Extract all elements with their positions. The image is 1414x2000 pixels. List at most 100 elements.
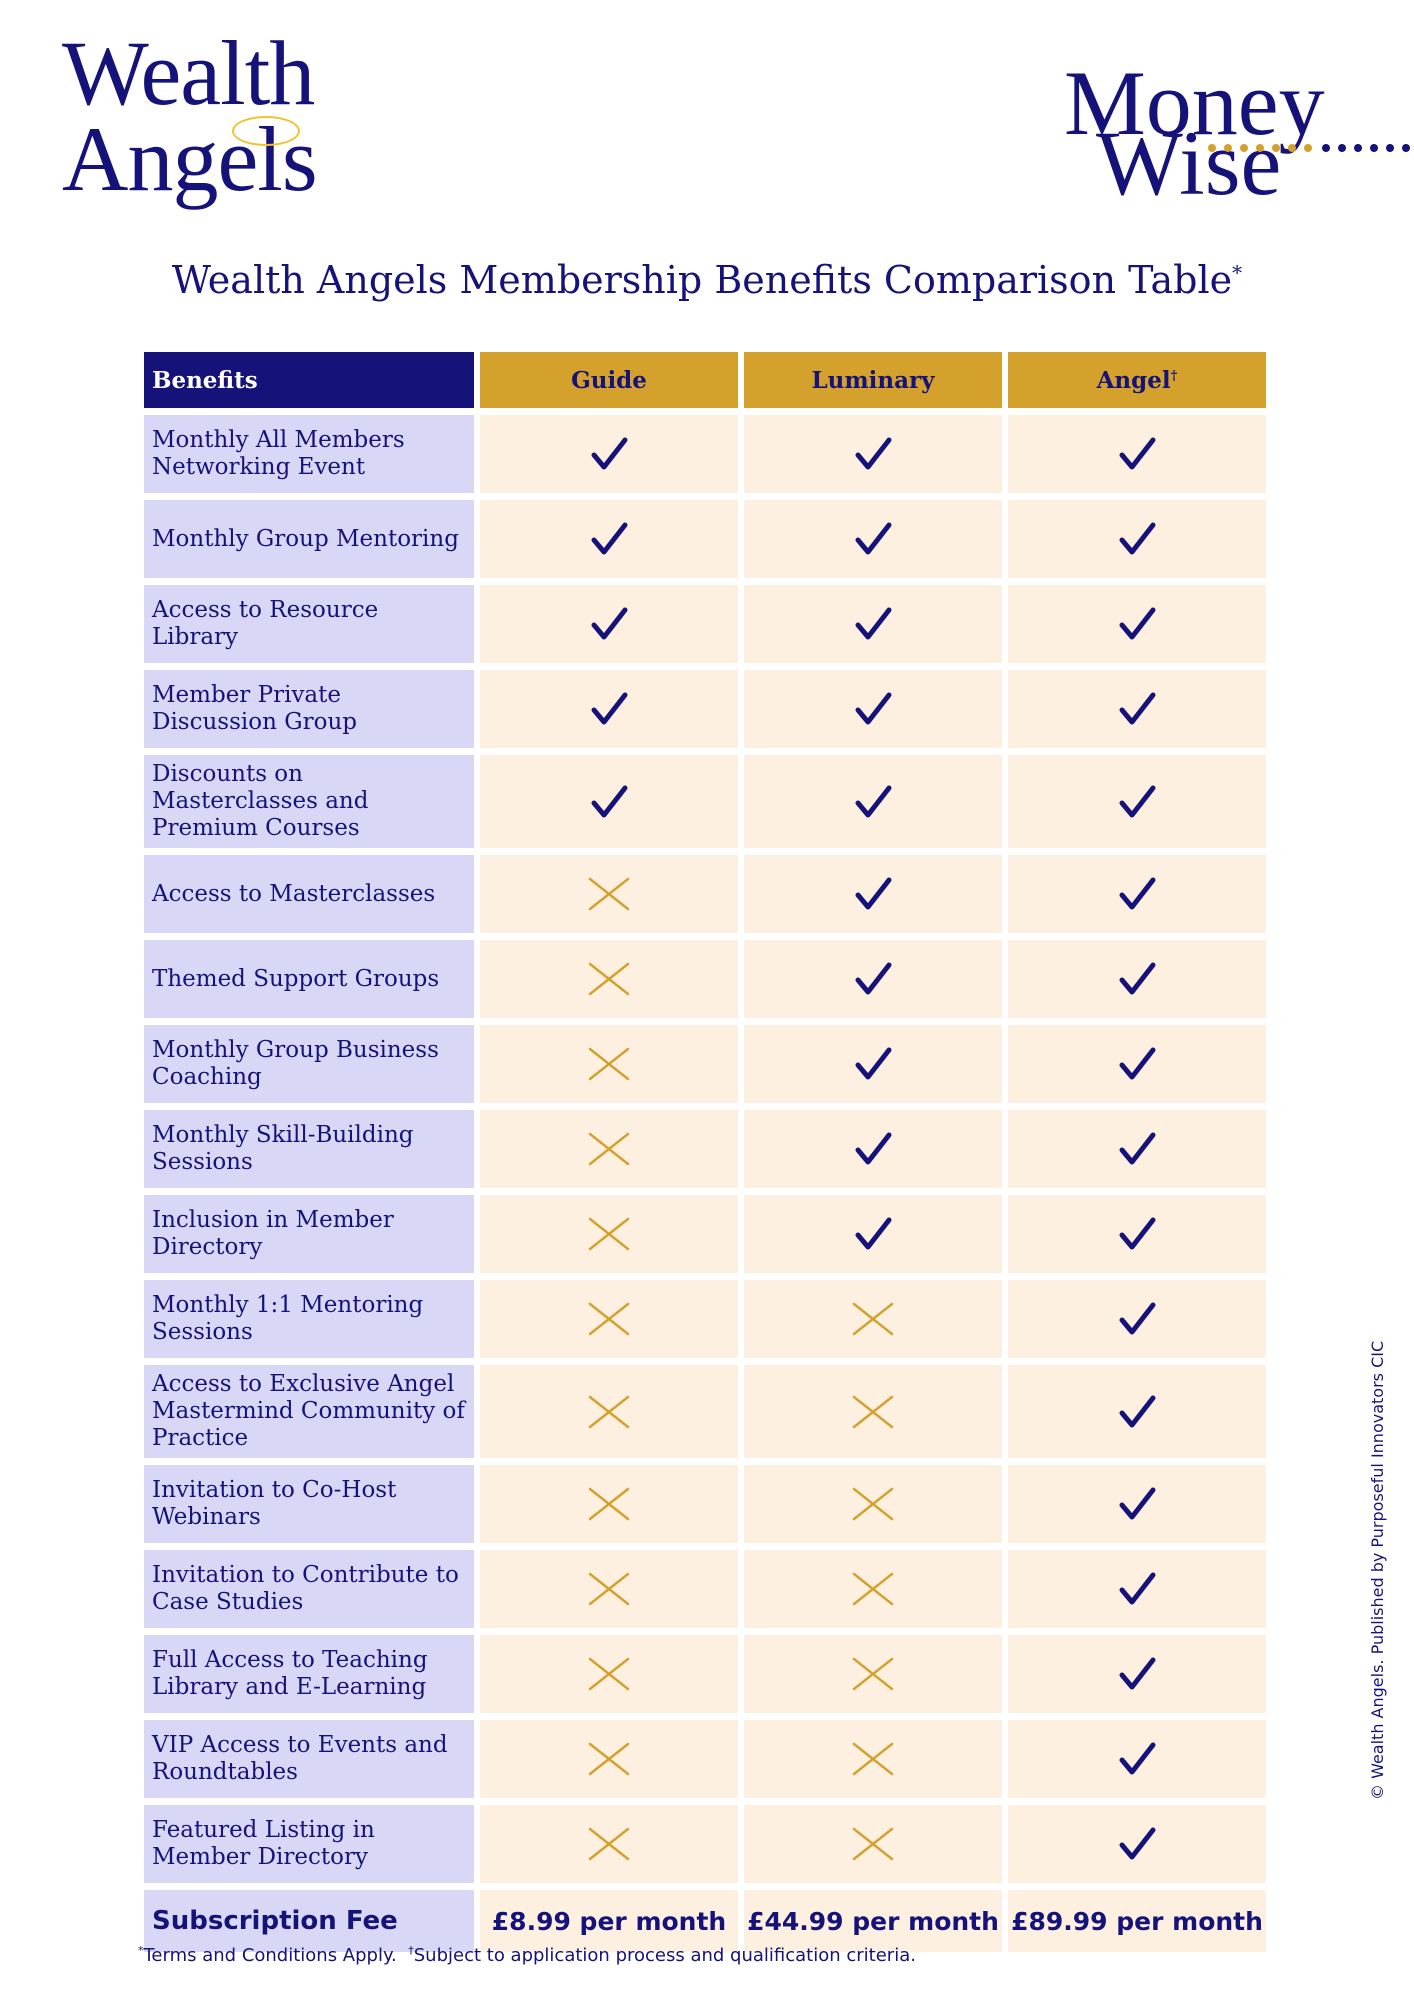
dotted-line-icon <box>1208 144 1410 152</box>
table-row: Access to Resource Library <box>144 585 1266 663</box>
cell-guide <box>480 415 738 493</box>
header-luminary: Luminary <box>744 352 1002 408</box>
cell-luminary <box>744 415 1002 493</box>
cross-icon <box>587 962 631 996</box>
cell-angel <box>1008 500 1266 578</box>
check-icon <box>853 877 893 910</box>
cell-luminary <box>744 1280 1002 1358</box>
logo-money: Money <box>1064 52 1325 154</box>
cross-icon <box>587 1395 631 1428</box>
cross-icon <box>587 1047 631 1081</box>
check-icon <box>853 607 893 640</box>
cross-icon <box>587 1217 631 1251</box>
benefit-label: Full Access to Teaching Library and E-Le… <box>144 1635 474 1713</box>
wealth-angels-logo: Wealth Angels <box>62 22 318 205</box>
check-icon <box>1117 1047 1157 1080</box>
cell-guide <box>480 1465 738 1543</box>
cell-angel <box>1008 1465 1266 1543</box>
benefit-label: Monthly Group Mentoring <box>144 500 474 578</box>
cross-icon <box>587 1657 631 1691</box>
benefit-label: Monthly Group Business Coaching <box>144 1025 474 1103</box>
check-icon <box>853 1217 893 1250</box>
check-icon <box>1117 1132 1157 1165</box>
title-footnote-mark: * <box>1232 260 1243 285</box>
cell-angel <box>1008 1720 1266 1798</box>
cell-guide <box>480 670 738 748</box>
benefit-label: Invitation to Co-Host Webinars <box>144 1465 474 1543</box>
cell-angel <box>1008 940 1266 1018</box>
cross-icon <box>587 1742 631 1776</box>
fee-label: Subscription Fee <box>144 1890 474 1952</box>
check-icon <box>1117 1657 1157 1690</box>
cell-angel <box>1008 755 1266 848</box>
cross-icon <box>587 1827 631 1861</box>
check-icon <box>1117 962 1157 995</box>
cross-icon <box>851 1827 895 1861</box>
fee-guide: £8.99 per month <box>480 1890 738 1952</box>
cell-angel <box>1008 670 1266 748</box>
cell-luminary <box>744 1550 1002 1628</box>
cell-guide <box>480 1365 738 1458</box>
cross-icon <box>851 1657 895 1691</box>
benefit-label: Monthly 1:1 Mentoring Sessions <box>144 1280 474 1358</box>
cross-icon <box>587 1302 631 1336</box>
cross-icon <box>587 1132 631 1166</box>
logo-line-1: Wealth <box>62 22 315 124</box>
benefit-label: Member Private Discussion Group <box>144 670 474 748</box>
cell-luminary <box>744 585 1002 663</box>
benefit-label: Monthly Skill-Building Sessions <box>144 1110 474 1188</box>
cell-luminary <box>744 500 1002 578</box>
footnote: *Terms and Conditions Apply. †Subject to… <box>138 1944 916 1966</box>
check-icon <box>589 785 629 817</box>
cross-icon <box>851 1487 895 1521</box>
check-icon <box>589 437 629 470</box>
cross-icon <box>851 1302 895 1336</box>
cell-guide <box>480 500 738 578</box>
comparison-table: Benefits Guide Luminary Angel† Monthly A… <box>138 345 1272 1959</box>
cell-luminary <box>744 1365 1002 1458</box>
table-row: Inclusion in Member Directory <box>144 1195 1266 1273</box>
cell-luminary <box>744 1195 1002 1273</box>
check-icon <box>853 692 893 725</box>
cell-luminary <box>744 1025 1002 1103</box>
cell-luminary <box>744 1805 1002 1883</box>
cell-angel <box>1008 1195 1266 1273</box>
cell-angel <box>1008 1025 1266 1103</box>
check-icon <box>1117 522 1157 555</box>
check-icon <box>1117 1395 1157 1427</box>
footnote-text-1: Terms and Conditions Apply. <box>143 1945 397 1966</box>
title-text: Wealth Angels Membership Benefits Compar… <box>171 258 1233 302</box>
check-icon <box>1117 1302 1157 1335</box>
money-wise-logo: Money Wise <box>1064 52 1414 210</box>
table-row: VIP Access to Events and Roundtables <box>144 1720 1266 1798</box>
cell-guide <box>480 755 738 848</box>
header-row: Benefits Guide Luminary Angel† <box>144 352 1266 408</box>
cell-luminary <box>744 940 1002 1018</box>
check-icon <box>1117 785 1157 817</box>
cell-guide <box>480 940 738 1018</box>
table-row: Monthly All Members Networking Event <box>144 415 1266 493</box>
benefit-label: Access to Exclusive Angel Mastermind Com… <box>144 1365 474 1458</box>
cell-angel <box>1008 1805 1266 1883</box>
cell-luminary <box>744 1635 1002 1713</box>
table-row: Invitation to Co-Host Webinars <box>144 1465 1266 1543</box>
cross-icon <box>587 1487 631 1521</box>
check-icon <box>1117 1217 1157 1250</box>
check-icon <box>1117 1572 1157 1605</box>
cell-angel <box>1008 415 1266 493</box>
header-angel: Angel† <box>1008 352 1266 408</box>
cell-guide <box>480 585 738 663</box>
check-icon <box>853 785 893 817</box>
table-row: Access to Masterclasses <box>144 855 1266 933</box>
check-icon <box>1117 877 1157 910</box>
check-icon <box>853 962 893 995</box>
footnote-text-2: Subject to application process and quali… <box>413 1945 916 1966</box>
header-benefits: Benefits <box>144 352 474 408</box>
table-row: Access to Exclusive Angel Mastermind Com… <box>144 1365 1266 1458</box>
header-guide: Guide <box>480 352 738 408</box>
table-row: Monthly Group Business Coaching <box>144 1025 1266 1103</box>
check-icon <box>1117 1742 1157 1775</box>
table-row: Full Access to Teaching Library and E-Le… <box>144 1635 1266 1713</box>
benefit-label: Access to Masterclasses <box>144 855 474 933</box>
cross-icon <box>851 1572 895 1606</box>
